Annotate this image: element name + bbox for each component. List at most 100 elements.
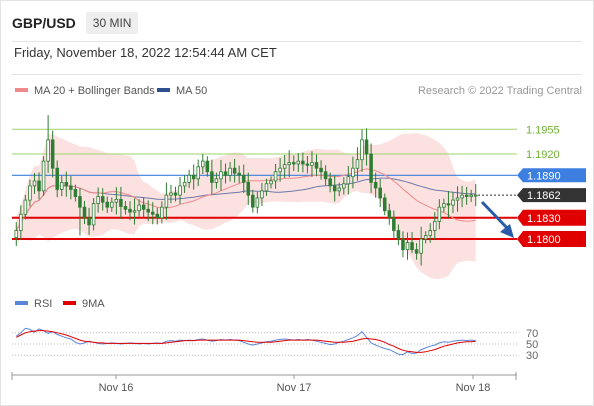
support-label: 1.1830 [527, 213, 561, 225]
candle [91, 198, 96, 231]
candle-body [305, 163, 310, 166]
candle-body [423, 235, 428, 240]
candle-body [82, 206, 87, 219]
candle [301, 152, 305, 173]
candle [228, 161, 232, 182]
candle-body [87, 217, 91, 226]
candle [41, 156, 46, 196]
candle-body [19, 213, 23, 231]
candle-body [214, 178, 219, 183]
candle [282, 154, 287, 178]
candle [137, 199, 141, 217]
support-tag [517, 231, 586, 248]
candle [405, 232, 410, 260]
research-credit: Research © 2022 Trading Central [418, 85, 582, 97]
candle-body [319, 167, 323, 173]
candle-body [369, 153, 373, 183]
candle [314, 154, 319, 177]
candle [219, 159, 223, 191]
candle [460, 185, 464, 208]
candle-body [187, 174, 191, 183]
price-legend: MA 20 + Bollinger Bands MA 50 Research ©… [15, 85, 582, 97]
candle [319, 160, 323, 180]
candle [23, 194, 28, 220]
candle [255, 191, 260, 214]
candle-body [32, 180, 37, 187]
candle-body [73, 189, 78, 197]
candle [355, 147, 360, 181]
candle [423, 231, 428, 244]
candle [305, 155, 310, 174]
candle [196, 159, 201, 187]
candle [346, 165, 351, 195]
candle-body [210, 171, 214, 183]
candle [150, 202, 155, 225]
candle-body [96, 196, 100, 205]
candle [392, 210, 396, 238]
ma20-legend-swatch [15, 88, 28, 92]
candle-body [178, 185, 182, 196]
candle [187, 169, 191, 188]
candle [37, 172, 41, 200]
ma20-line [15, 168, 476, 231]
candle-body [364, 139, 369, 155]
time-axis: Nov 16 Nov 17 Nov 18 [11, 372, 517, 394]
candle [433, 212, 437, 240]
candle-body [273, 171, 278, 182]
main-plot: 1.1955 1.1920 1.1890 1.1862 1.1830 1.1800 [12, 115, 586, 279]
candle [178, 177, 182, 205]
candle-body [323, 171, 328, 180]
candle-body [437, 206, 442, 222]
candle-body [414, 249, 419, 254]
x-tick-label: Nov 18 [456, 382, 491, 394]
candle-body [401, 238, 405, 251]
candle-body [205, 160, 210, 173]
candle [260, 182, 264, 207]
candle [328, 172, 332, 193]
candle-body [382, 197, 387, 212]
candle [96, 187, 100, 213]
candle [364, 128, 369, 166]
ma20-legend-label: MA 20 + Bollinger Bands [34, 85, 155, 97]
candle-body [60, 181, 64, 190]
candle-body [241, 174, 246, 183]
candle-body [128, 208, 132, 213]
forecast-arrow-head [500, 224, 514, 238]
candle [473, 184, 478, 207]
chart-header: GBP/USD 30 MIN [12, 12, 139, 34]
rsi-level-label: 30 [526, 350, 538, 362]
candle [428, 223, 432, 243]
header-divider [12, 41, 582, 42]
support-label: 1.1800 [527, 234, 561, 246]
bollinger-band [16, 133, 476, 279]
candle [382, 193, 387, 216]
candle [387, 203, 392, 225]
candle [146, 200, 150, 222]
candle-body [469, 194, 473, 197]
candle-body [314, 162, 319, 169]
candle [241, 164, 246, 194]
support-tag [517, 209, 586, 226]
candle-body [332, 185, 337, 192]
candle-body [246, 181, 251, 196]
candle [246, 172, 251, 205]
last-price-tag [517, 188, 586, 203]
pivot-tag [517, 168, 586, 183]
candle [237, 165, 241, 183]
candle-body [91, 203, 96, 226]
candle [410, 232, 414, 254]
candle-body [337, 187, 342, 192]
candle [50, 130, 55, 178]
candle [373, 172, 378, 198]
candle [332, 175, 337, 202]
candle [110, 197, 114, 212]
candle-body [260, 190, 264, 199]
candle-body [132, 210, 137, 213]
candle [155, 207, 160, 225]
timeframe-badge[interactable]: 30 MIN [85, 12, 139, 34]
candle [69, 176, 73, 200]
candle [401, 231, 405, 258]
candle [191, 164, 196, 190]
